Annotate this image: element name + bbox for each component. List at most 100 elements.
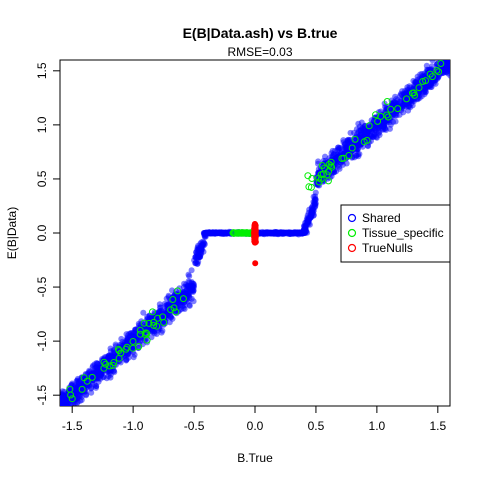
shared-point [329, 153, 336, 159]
tissue-specific-point [78, 385, 86, 393]
shared-point [62, 407, 68, 413]
shared-point [55, 407, 61, 413]
shared-point [156, 301, 163, 308]
tissue-specific-point [365, 122, 373, 130]
x-tick-label: 1.0 [369, 419, 386, 433]
y-tick-label: -0.5 [35, 276, 49, 297]
shared-point [186, 286, 193, 292]
tissue-specific-point [143, 330, 151, 338]
chart-subtitle: RMSE=0.03 [227, 45, 292, 59]
shared-point [358, 130, 365, 137]
tissue-specific-point [325, 167, 333, 175]
shared-point [309, 208, 316, 215]
shared-point [447, 48, 453, 54]
x-tick-label: -0.5 [184, 419, 205, 433]
x-axis: -1.5 -1.0 -0.5 0.0 0.5 1.0 1.5 [62, 405, 446, 433]
tissue-specific-point [174, 287, 182, 295]
shared-point [410, 77, 417, 84]
shared-point [54, 409, 60, 415]
shared-point [343, 152, 350, 159]
y-tick-label: -1.0 [35, 330, 49, 351]
legend-marker [347, 243, 357, 253]
shared-point [448, 60, 450, 65]
tissue-specific-point [387, 105, 395, 113]
shared-point [424, 74, 431, 81]
shared-point [52, 413, 58, 419]
shared-point [447, 72, 450, 79]
tissue-specific-point [240, 229, 248, 237]
shared-point [63, 409, 69, 415]
shared-point [422, 86, 429, 93]
tissue-specific-point [307, 183, 315, 191]
tissue-specific-point [394, 105, 402, 113]
tissue-specific-point [67, 391, 75, 399]
tissue-specific-point [109, 361, 117, 369]
shared-point [351, 129, 357, 136]
tissue-specific-point [415, 84, 423, 92]
shared-point [140, 309, 147, 316]
shared-point [55, 411, 61, 417]
shared-point [375, 124, 381, 131]
shared-point [185, 271, 192, 278]
tissue-specific-point [68, 395, 76, 403]
y-tick-label: 1.5 [35, 62, 49, 79]
shared-point [448, 50, 454, 56]
shared-point [451, 53, 457, 59]
shared-point [452, 50, 458, 56]
shared-point [130, 354, 137, 361]
legend-marker [347, 228, 357, 238]
shared-point [405, 107, 412, 114]
shared-point [162, 310, 169, 317]
shared-point [356, 151, 363, 157]
shared-point [53, 405, 59, 411]
tissue-specific-point [136, 326, 144, 334]
legend-box [340, 204, 451, 263]
x-tick-label: 0.0 [247, 419, 264, 433]
y-tick-label: 0.5 [35, 170, 49, 187]
shared-point [84, 383, 91, 390]
shared-point [168, 314, 174, 321]
series-shared [52, 44, 458, 419]
shared-point [55, 413, 61, 419]
shared-point [137, 324, 144, 331]
shared-point [57, 409, 63, 415]
tissue-specific-point [123, 343, 131, 351]
shared-point [405, 99, 411, 106]
shared-point [103, 375, 110, 382]
tissue-specific-point [437, 60, 445, 67]
shared-point [53, 409, 59, 415]
shared-point [60, 402, 61, 406]
tissue-specific-point [327, 158, 335, 166]
shared-point [451, 50, 457, 56]
chart-title: E(B|Data.ash) vs B.true [183, 25, 338, 41]
tissue-specific-point [235, 229, 243, 237]
shared-point [107, 345, 114, 352]
tissue-specific-point [315, 178, 323, 186]
shared-point [156, 326, 163, 332]
tissue-specific-point [374, 117, 382, 125]
tissue-specific-point [327, 162, 335, 170]
shared-point [88, 389, 95, 396]
series-true-nulls [251, 221, 259, 267]
shared-point [213, 230, 219, 237]
tissue-specific-point [317, 171, 325, 179]
tissue-specific-point [410, 89, 418, 97]
shared-point [369, 125, 376, 132]
shared-point [447, 44, 453, 50]
tissue-specific-point [143, 336, 151, 344]
shared-point [451, 51, 457, 57]
shared-point [449, 54, 455, 60]
shared-point [53, 406, 59, 412]
tissue-specific-point [160, 319, 168, 326]
tissue-specific-point [140, 319, 148, 327]
tissue-specific-point [115, 347, 123, 355]
tissue-specific-point [308, 175, 316, 182]
tissue-specific-point [403, 95, 410, 103]
shared-point [450, 54, 456, 60]
true-null-point [252, 260, 259, 267]
shared-point [449, 71, 450, 74]
tissue-specific-point [318, 162, 326, 169]
shared-point [59, 407, 65, 413]
shared-point [446, 53, 452, 59]
